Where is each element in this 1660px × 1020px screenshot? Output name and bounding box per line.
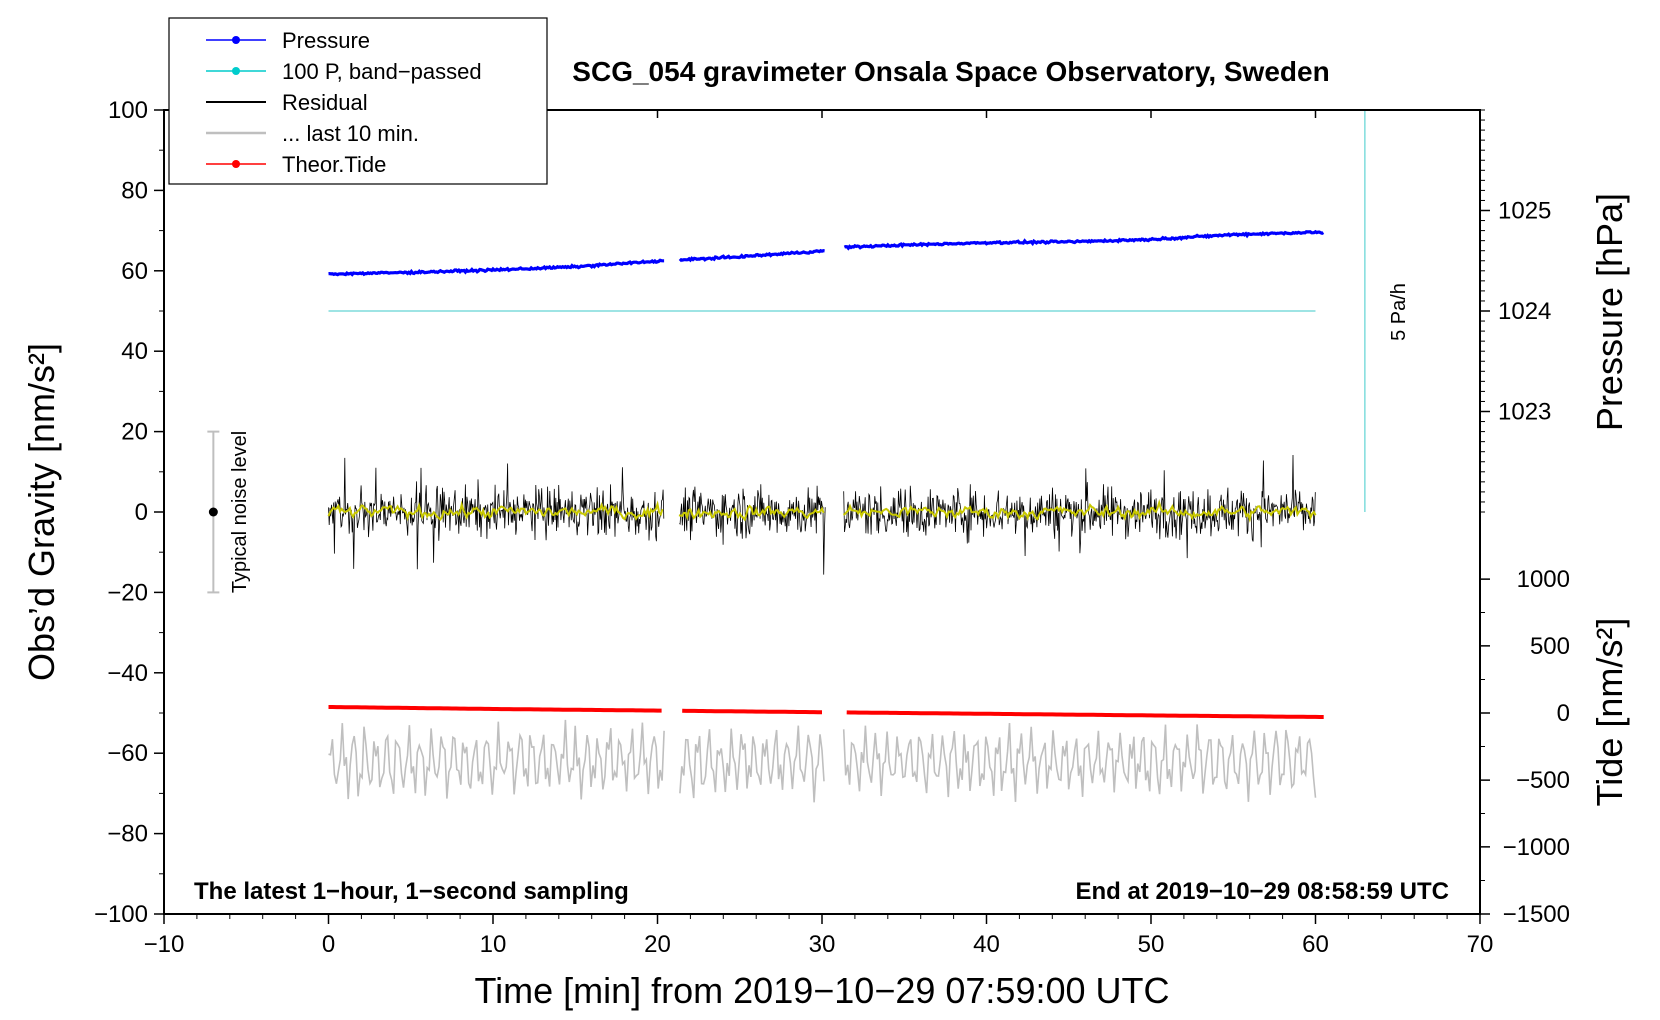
legend-entry-pressure: Pressure (206, 28, 370, 53)
y-tick-label: 100 (108, 97, 148, 124)
x-tick-label: 70 (1467, 931, 1494, 958)
tide-tick-label: 500 (1530, 633, 1570, 660)
annotation-sampling: The latest 1−hour, 1−second sampling (194, 878, 629, 905)
x-tick-label: 40 (973, 931, 1000, 958)
y-axis-title-pressure: Pressure [hPa] (1589, 193, 1630, 431)
x-tick-label: 10 (480, 931, 507, 958)
legend-entry-residual: Residual (206, 90, 368, 115)
tide-tick-label: 0 (1557, 700, 1570, 727)
chart-title: SCG_054 gravimeter Onsala Space Observat… (572, 56, 1329, 87)
legend-label-last-10-min: ... last 10 min. (282, 121, 419, 146)
x-tick-label: −10 (144, 931, 185, 958)
annotation-end-time: End at 2019−10−29 08:58:59 UTC (1075, 878, 1449, 905)
tide-tick-label: −500 (1516, 767, 1570, 794)
series-residual-line (328, 454, 1316, 575)
x-tick-label: 60 (1302, 931, 1329, 958)
series-last-10-min-line (328, 719, 1317, 803)
legend: Pressure 100 P, band−passed Residual ...… (168, 17, 548, 185)
y-tick-label: 20 (121, 419, 148, 446)
legend-entry-theor-tide: Theor.Tide (206, 152, 386, 177)
legend-marker-band-passed (232, 67, 240, 75)
x-tick-label: 20 (644, 931, 671, 958)
plot-layer (207, 110, 1366, 803)
legend-entry-band-passed: 100 P, band−passed (206, 59, 482, 84)
pressure-tick-label: 1024 (1498, 298, 1551, 325)
rate-label: 5 Pa/h (1388, 283, 1410, 341)
y-tick-label: 0 (135, 499, 148, 526)
series-pressure-line (328, 229, 1325, 277)
y-tick-label: 40 (121, 338, 148, 365)
y-tick-label: 80 (121, 177, 148, 204)
ticks-layer: −10 0 10 20 30 40 50 60 70100806040200−20−40−60−… (94, 97, 1570, 958)
legend-entry-last-10-min: ... last 10 min. (206, 121, 419, 146)
y-tick-label: −100 (94, 901, 148, 928)
series-residual-smoothed-line (327, 498, 1317, 523)
tide-tick-label: 1000 (1517, 566, 1570, 593)
x-axis-title: Time [min] from 2019−10−29 07:59:00 UTC (474, 970, 1169, 1011)
legend-marker-pressure (232, 36, 240, 44)
series-theor-tide-line (328, 705, 1324, 719)
y-tick-label: 60 (121, 258, 148, 285)
tide-tick-label: −1500 (1503, 901, 1570, 928)
x-tick-label: 0 (322, 931, 335, 958)
pressure-tick-label: 1025 (1498, 198, 1551, 225)
x-tick-label: 30 (809, 931, 836, 958)
legend-marker-theor-tide (232, 160, 240, 168)
y-tick-label: −60 (107, 740, 148, 767)
legend-label-band-passed: 100 P, band−passed (282, 59, 482, 84)
y-tick-label: −40 (107, 660, 148, 687)
tide-tick-label: −1000 (1503, 834, 1570, 861)
legend-label-theor-tide: Theor.Tide (282, 152, 386, 177)
noise-level-label: Typical noise level (229, 431, 251, 593)
pressure-tick-label: 1023 (1498, 399, 1551, 426)
y-axis-title-left: Obs’d Gravity [nm/s²] (21, 343, 62, 681)
y-tick-label: −20 (107, 579, 148, 606)
legend-label-residual: Residual (282, 90, 368, 115)
legend-label-pressure: Pressure (282, 28, 370, 53)
x-tick-label: 50 (1138, 931, 1165, 958)
y-axis-title-tide: Tide [nm/s²] (1589, 618, 1630, 807)
noise-bar-center-dot (208, 507, 218, 517)
y-tick-label: −80 (107, 821, 148, 848)
